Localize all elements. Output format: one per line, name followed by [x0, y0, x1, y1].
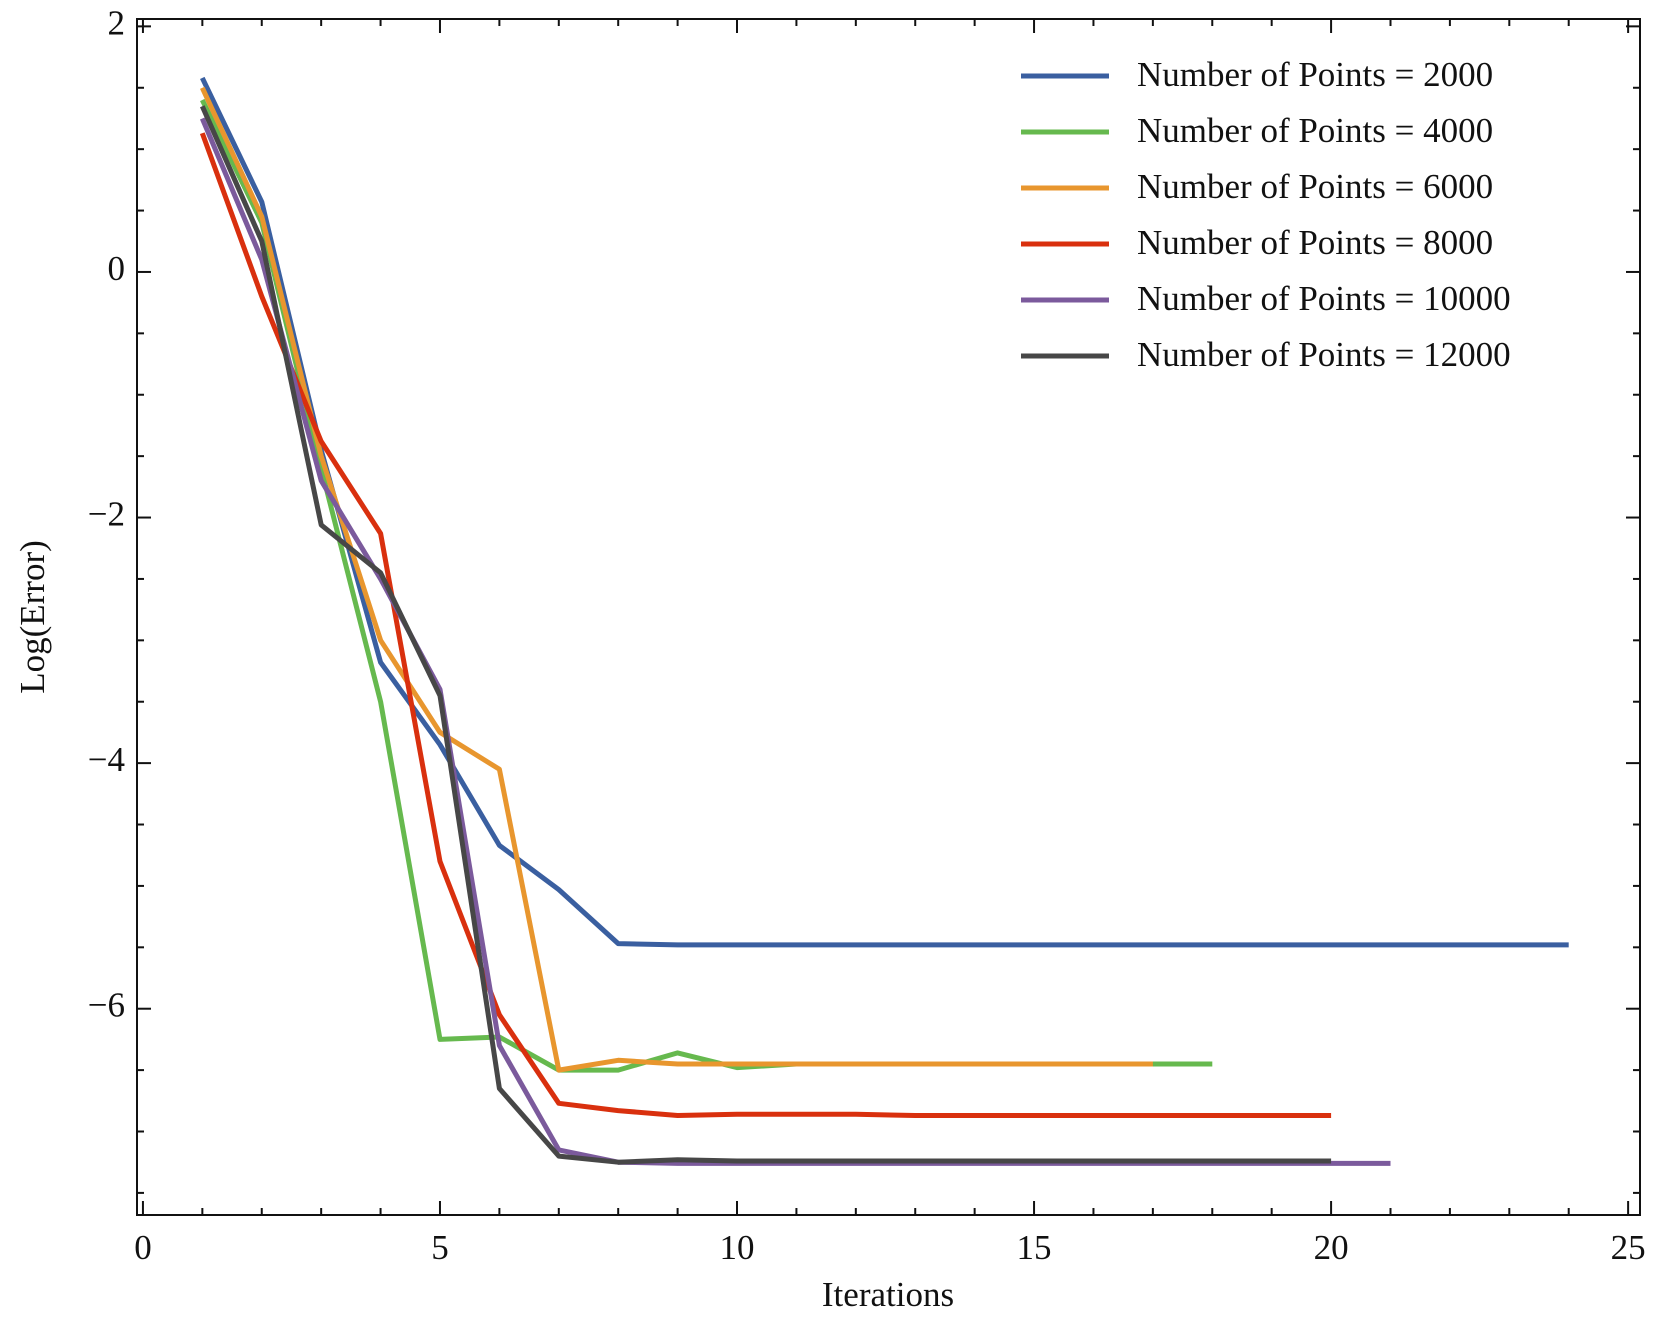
x-tick-label: 20	[1314, 1228, 1349, 1267]
y-tick-label: 0	[108, 249, 126, 288]
legend-label: Number of Points = 4000	[1137, 111, 1493, 150]
series-line	[200, 86, 1153, 1073]
x-tick-label: 25	[1611, 1228, 1646, 1267]
legend-label: Number of Points = 6000	[1137, 167, 1493, 206]
series-line	[200, 105, 1332, 1165]
legend-label: Number of Points = 8000	[1137, 223, 1493, 262]
plot-frame	[136, 18, 1641, 1216]
x-tick-label: 5	[431, 1228, 449, 1267]
series-line	[200, 76, 1569, 948]
x-tick-label: 15	[1017, 1228, 1052, 1267]
x-axis-label: Iterations	[822, 1275, 954, 1314]
legend-label: Number of Points = 2000	[1137, 55, 1493, 94]
legend-label: Number of Points = 10000	[1137, 279, 1511, 318]
y-tick-label: 2	[108, 3, 126, 42]
y-tick-label: −6	[88, 986, 125, 1025]
y-tick-label: −2	[88, 495, 125, 534]
legend-label: Number of Points = 12000	[1137, 335, 1511, 374]
y-tick-label: −4	[88, 740, 125, 779]
y-axis-label: Log(Error)	[13, 540, 52, 694]
x-tick-label: 0	[134, 1228, 152, 1267]
x-tick-label: 10	[720, 1228, 755, 1267]
